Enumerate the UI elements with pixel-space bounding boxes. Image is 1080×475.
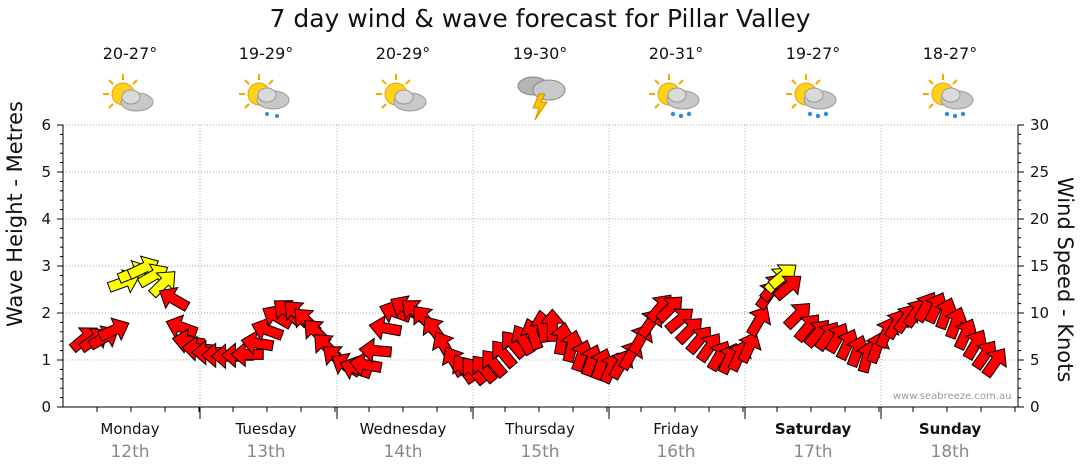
day-label-tuesday: Tuesday — [235, 420, 297, 438]
date-label-sunday: 18th — [930, 442, 970, 462]
day-label-thursday: Thursday — [505, 420, 575, 438]
wind-arrow — [981, 348, 1007, 379]
date-label-thursday: 15th — [520, 442, 560, 462]
date-label-saturday: 17th — [793, 442, 833, 462]
chart-title: 7 day wind & wave forecast for Pillar Va… — [269, 4, 811, 33]
temp-thursday: 19-30° — [512, 44, 568, 63]
wind-arrow — [158, 286, 191, 312]
watermark: www.seabreeze.com.au — [893, 391, 1012, 402]
date-label-friday: 16th — [656, 442, 696, 462]
y-tick-label-left: 0 — [41, 398, 51, 416]
y-tick-label-left: 3 — [41, 257, 51, 275]
temp-monday: 20-27° — [102, 44, 158, 63]
chart-axes: 0 1 2 3 4 5 6 0 5 10 15 20 25 30 — [41, 116, 1049, 419]
wind-arrow — [97, 317, 130, 342]
wind-arrows — [68, 255, 1007, 387]
y-tick-label-left: 2 — [41, 304, 51, 322]
wind-arrow-shape — [539, 308, 566, 342]
sun-cloud-rain-icon — [786, 74, 837, 119]
day-label-sunday: Sunday — [918, 420, 982, 438]
day-label-friday: Friday — [653, 420, 699, 438]
y-tick-label-right: 15 — [1030, 257, 1049, 275]
y-tick-label-left: 4 — [41, 210, 51, 228]
sun-cloud-drizzle-icon — [239, 74, 290, 118]
sun-cloud-icon — [376, 74, 427, 112]
y-tick-label-left: 5 — [41, 163, 51, 181]
wind-arrow — [746, 305, 772, 338]
y-tick-label-left: 6 — [41, 116, 51, 134]
y-tick-label-right: 0 — [1030, 398, 1040, 416]
y-tick-label-right: 30 — [1030, 116, 1049, 134]
temp-wednesday: 20-29° — [375, 44, 431, 63]
temp-sunday: 18-27° — [922, 44, 978, 63]
wind-arrow-shape — [358, 337, 393, 364]
storm-cloud-icon — [517, 76, 566, 121]
wind-arrow — [539, 308, 566, 342]
temp-friday: 20-31° — [648, 44, 704, 63]
wind-arrow-shape — [981, 348, 1007, 379]
wind-arrow-shape — [746, 305, 772, 338]
chart-grid — [63, 124, 1018, 419]
temp-tuesday: 19-29° — [238, 44, 294, 63]
wind-arrow — [772, 275, 802, 302]
sun-cloud-rain-icon — [923, 74, 974, 119]
date-label-tuesday: 13th — [246, 442, 286, 462]
wind-arrow — [358, 337, 393, 364]
y-tick-label-left: 1 — [41, 351, 51, 369]
wind-arrow-shape — [158, 286, 191, 312]
day-label-monday: Monday — [100, 420, 160, 438]
y-tick-label-right: 25 — [1030, 163, 1049, 181]
date-label-wednesday: 14th — [383, 442, 423, 462]
y-tick-label-right: 10 — [1030, 304, 1049, 322]
date-label-monday: 12th — [110, 442, 150, 462]
wind-arrow — [368, 314, 403, 341]
y-axis-label-left: Wave Height - Metres — [3, 101, 27, 327]
wind-arrow-shape — [97, 317, 130, 342]
y-tick-label-right: 5 — [1030, 351, 1040, 369]
temp-saturday: 19-27° — [785, 44, 841, 63]
wind-arrow-shape — [737, 331, 762, 365]
day-label-wednesday: Wednesday — [359, 420, 447, 438]
sun-cloud-icon — [103, 74, 154, 112]
wind-arrow-shape — [772, 275, 802, 302]
y-tick-label-right: 20 — [1030, 210, 1049, 228]
wind-arrow-shape — [368, 314, 403, 341]
sun-cloud-rain-icon — [649, 74, 700, 119]
day-label-saturday: Saturday — [774, 420, 852, 438]
wind-arrow — [737, 331, 762, 365]
y-axis-label-right: Wind Speed - Knots — [1053, 177, 1077, 383]
